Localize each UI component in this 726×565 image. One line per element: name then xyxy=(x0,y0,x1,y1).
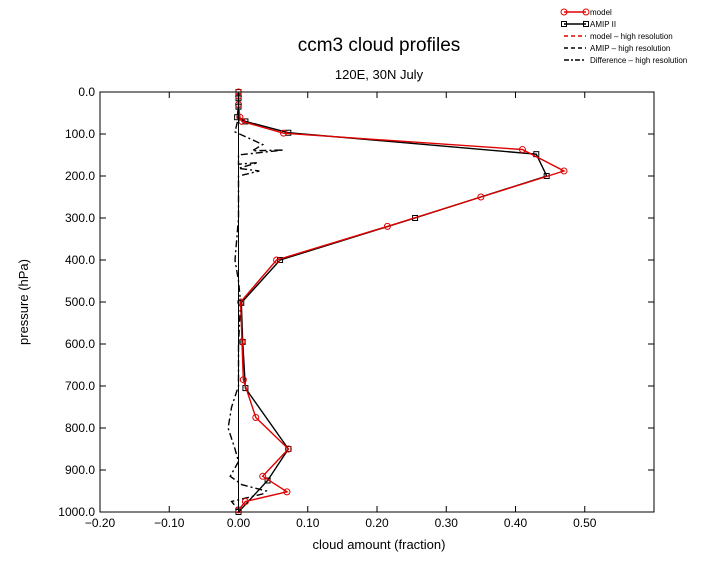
chart-subtitle: 120E, 30N July xyxy=(335,67,424,82)
y-tick-label: 1000.0 xyxy=(58,505,95,519)
legend-label: AMIP – high resolution xyxy=(590,44,670,53)
x-tick-label: 0.00 xyxy=(227,516,251,530)
y-tick-label: 100.0 xyxy=(65,127,95,141)
legend-marker xyxy=(582,8,590,16)
data-point xyxy=(236,113,244,121)
data-point xyxy=(259,472,267,480)
data-point xyxy=(241,498,249,505)
data-point xyxy=(280,129,288,137)
legend-label: Difference – high resolution xyxy=(590,56,687,65)
legend-marker xyxy=(583,21,589,27)
y-axis-label: pressure (hPa) xyxy=(16,259,31,345)
y-tick-label: 200.0 xyxy=(65,169,95,183)
series-line xyxy=(236,92,548,513)
data-point xyxy=(560,167,568,175)
legend-label: AMIP II xyxy=(590,20,616,29)
axis-layer: −0.20 −0.10 0.00 0.10 0.20 0.30 0.40 0.50 0.0 100… xyxy=(58,85,654,530)
legend: model AMIP II model – high resolution AMIP … xyxy=(560,8,687,65)
chart-title: ccm3 cloud profiles xyxy=(298,35,461,56)
data-point xyxy=(273,256,281,264)
series-layer xyxy=(227,88,568,515)
data-point xyxy=(477,193,485,201)
x-tick-label: 0.50 xyxy=(573,516,597,530)
y-tick-label: 500.0 xyxy=(65,295,95,309)
legend-marker xyxy=(561,21,567,27)
x-tick-label: −0.20 xyxy=(85,516,116,530)
x-tick-label: 0.10 xyxy=(296,516,320,530)
data-point xyxy=(383,222,391,230)
y-tick-label: 600.0 xyxy=(65,337,95,351)
data-point xyxy=(237,298,245,306)
y-tick-label: 700.0 xyxy=(65,379,95,393)
x-tick-label: 0.20 xyxy=(365,516,389,530)
data-point xyxy=(283,488,291,496)
series-difference-high-resolution xyxy=(227,92,284,511)
x-tick-label: 0.40 xyxy=(504,516,528,530)
y-tick-label: 300.0 xyxy=(65,211,95,225)
legend-label: model – high resolution xyxy=(590,32,673,41)
data-point xyxy=(518,146,526,154)
data-point xyxy=(284,445,292,453)
y-tick-label: 900.0 xyxy=(65,463,95,477)
series-amip-ii xyxy=(234,89,550,515)
legend-label: model xyxy=(590,8,612,17)
y-tick-label: 0.0 xyxy=(78,85,95,99)
y-tick-label: 800.0 xyxy=(65,421,95,435)
series-line xyxy=(237,92,566,511)
legend-marker xyxy=(560,8,568,16)
x-axis-label: cloud amount (fraction) xyxy=(313,537,446,552)
data-point xyxy=(252,414,260,421)
data-point xyxy=(239,376,247,384)
plot-frame xyxy=(99,91,655,513)
y-tick-label: 400.0 xyxy=(65,253,95,267)
series-line xyxy=(227,92,284,511)
x-tick-label: 0.30 xyxy=(435,516,459,530)
x-tick-label: −0.10 xyxy=(154,516,185,530)
